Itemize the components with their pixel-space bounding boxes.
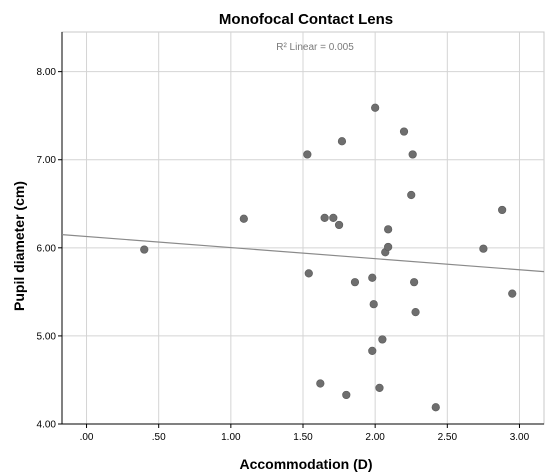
x-tick-label: 2.00 [365, 432, 385, 443]
data-point [384, 242, 393, 252]
data-point [508, 289, 517, 298]
y-tick-label: 5.00 [37, 331, 57, 342]
data-point [378, 335, 387, 344]
x-tick-label: .50 [152, 432, 166, 443]
x-tick-label: .00 [80, 432, 94, 443]
y-tick-label: 7.00 [37, 155, 57, 166]
data-point [304, 269, 313, 278]
data-point [431, 403, 440, 412]
data-point [369, 300, 378, 309]
y-tick-label: 8.00 [37, 67, 57, 78]
data-point [375, 383, 384, 392]
data-point [498, 205, 507, 215]
data-point [316, 379, 325, 388]
data-point [371, 103, 380, 112]
r-squared-annotation: R² Linear = 0.005 [276, 42, 354, 53]
chart-title: Monofocal Contact Lens [219, 11, 393, 28]
data-point [329, 213, 338, 222]
x-tick-label: 1.50 [293, 432, 313, 443]
data-point [368, 273, 377, 282]
data-point [239, 214, 248, 223]
data-point [350, 278, 360, 287]
data-point [337, 137, 347, 146]
x-axis-label: Accommodation (D) [240, 456, 373, 472]
plot-area: .00 .50 1.00 1.50 2.00 2.50 3.00 4.00 5.00 6.00 7.… [37, 31, 545, 443]
data-point [368, 346, 377, 355]
data-point [410, 278, 419, 287]
x-tick-label: 3.00 [510, 432, 530, 443]
data-point [411, 308, 420, 317]
data-point [384, 225, 393, 234]
data-point [334, 220, 344, 230]
x-tick-label: 2.50 [438, 432, 458, 443]
data-point [479, 244, 488, 253]
data-point [399, 127, 409, 136]
y-tick-label: 4.00 [37, 420, 57, 431]
x-tick-label: 1.00 [221, 432, 241, 443]
fit-line [61, 234, 545, 273]
data-point [408, 150, 417, 159]
y-tick-label: 6.00 [37, 243, 57, 254]
data-point [140, 245, 149, 254]
data-point [303, 150, 312, 159]
data-point [342, 390, 351, 400]
data-point [407, 190, 416, 200]
data-point [320, 213, 329, 222]
y-axis-label: Pupil diameter (cm) [11, 181, 27, 311]
